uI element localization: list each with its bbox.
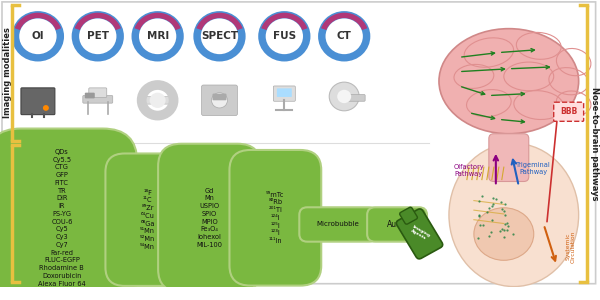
Ellipse shape xyxy=(474,208,534,260)
Text: Nose-to-brain pathways: Nose-to-brain pathways xyxy=(590,86,599,200)
Text: Microbubble: Microbubble xyxy=(317,221,359,227)
Text: OI: OI xyxy=(32,31,44,41)
FancyBboxPatch shape xyxy=(89,88,107,98)
Text: MRI: MRI xyxy=(146,31,169,41)
Text: AuNP: AuNP xyxy=(387,220,407,229)
Text: Gd
Mn
USPIO
SPIO
MPIO
Fe₃O₄
Iohexol
MIL-100: Gd Mn USPIO SPIO MPIO Fe₃O₄ Iohexol MIL-… xyxy=(197,188,223,248)
Text: QDs
Cy5.5
CTG
GFP
FITC
TR
DiR
IR
PS-YG
COU-6
Cy5
Cy3
Cy7
Far-red
FLUC-EGFP
Rhoda: QDs Cy5.5 CTG GFP FITC TR DiR IR PS-YG C… xyxy=(38,149,86,287)
Circle shape xyxy=(266,18,303,54)
Text: CT: CT xyxy=(337,31,352,41)
FancyBboxPatch shape xyxy=(0,128,137,300)
Wedge shape xyxy=(196,13,242,30)
Text: Systemic
Circulation: Systemic Circulation xyxy=(565,230,576,262)
Text: SPECT: SPECT xyxy=(201,31,238,41)
FancyBboxPatch shape xyxy=(343,94,365,101)
Circle shape xyxy=(19,18,56,54)
Text: Imaging agents: Imaging agents xyxy=(4,176,13,250)
Circle shape xyxy=(337,90,351,103)
Text: Trigeminal
Pathway: Trigeminal Pathway xyxy=(517,162,551,175)
Text: Olfactory
Pathway: Olfactory Pathway xyxy=(454,164,484,176)
FancyBboxPatch shape xyxy=(212,94,226,100)
Circle shape xyxy=(43,105,49,111)
Wedge shape xyxy=(134,13,181,30)
Text: PET: PET xyxy=(87,31,109,41)
FancyBboxPatch shape xyxy=(2,2,596,284)
FancyBboxPatch shape xyxy=(277,88,292,97)
FancyBboxPatch shape xyxy=(367,207,427,242)
FancyBboxPatch shape xyxy=(274,86,295,101)
Text: BBB: BBB xyxy=(560,107,577,116)
FancyBboxPatch shape xyxy=(397,209,443,259)
Circle shape xyxy=(201,18,238,54)
Wedge shape xyxy=(321,13,367,30)
FancyBboxPatch shape xyxy=(85,93,95,98)
Circle shape xyxy=(329,82,359,111)
FancyBboxPatch shape xyxy=(139,97,176,104)
Circle shape xyxy=(212,93,227,108)
Ellipse shape xyxy=(449,143,578,286)
Circle shape xyxy=(79,18,116,54)
Circle shape xyxy=(139,18,176,54)
FancyBboxPatch shape xyxy=(229,150,321,286)
FancyBboxPatch shape xyxy=(21,88,55,115)
Text: Imaging
Agents: Imaging Agents xyxy=(409,224,431,242)
FancyBboxPatch shape xyxy=(554,102,584,121)
FancyBboxPatch shape xyxy=(400,207,418,224)
Text: ⁹⁹mTc
⁸⁶Rb
²⁰¹Tl
¹²⁴I
¹²⁵I
¹²³I
¹¹¹In: ⁹⁹mTc ⁸⁶Rb ²⁰¹Tl ¹²⁴I ¹²⁵I ¹²³I ¹¹¹In xyxy=(266,191,284,244)
Wedge shape xyxy=(74,13,121,30)
Circle shape xyxy=(326,18,363,54)
FancyBboxPatch shape xyxy=(489,134,529,182)
Text: ¹⁸F
¹¹C
⁸⁹Zr
⁶⁴Cu
⁶⁸Ga
⁵¹Mn
⁵²Mn
⁵⁴Mn: ¹⁸F ¹¹C ⁸⁹Zr ⁶⁴Cu ⁶⁸Ga ⁵¹Mn ⁵²Mn ⁵⁴Mn xyxy=(140,190,155,250)
FancyBboxPatch shape xyxy=(202,85,238,116)
FancyBboxPatch shape xyxy=(83,95,113,103)
Text: Imaging modalities: Imaging modalities xyxy=(4,27,13,118)
FancyBboxPatch shape xyxy=(106,154,190,286)
FancyBboxPatch shape xyxy=(158,144,261,292)
Wedge shape xyxy=(15,13,61,30)
Circle shape xyxy=(149,93,166,108)
Wedge shape xyxy=(261,13,307,30)
Text: FUS: FUS xyxy=(273,31,296,41)
FancyBboxPatch shape xyxy=(299,207,377,242)
Ellipse shape xyxy=(439,29,578,134)
